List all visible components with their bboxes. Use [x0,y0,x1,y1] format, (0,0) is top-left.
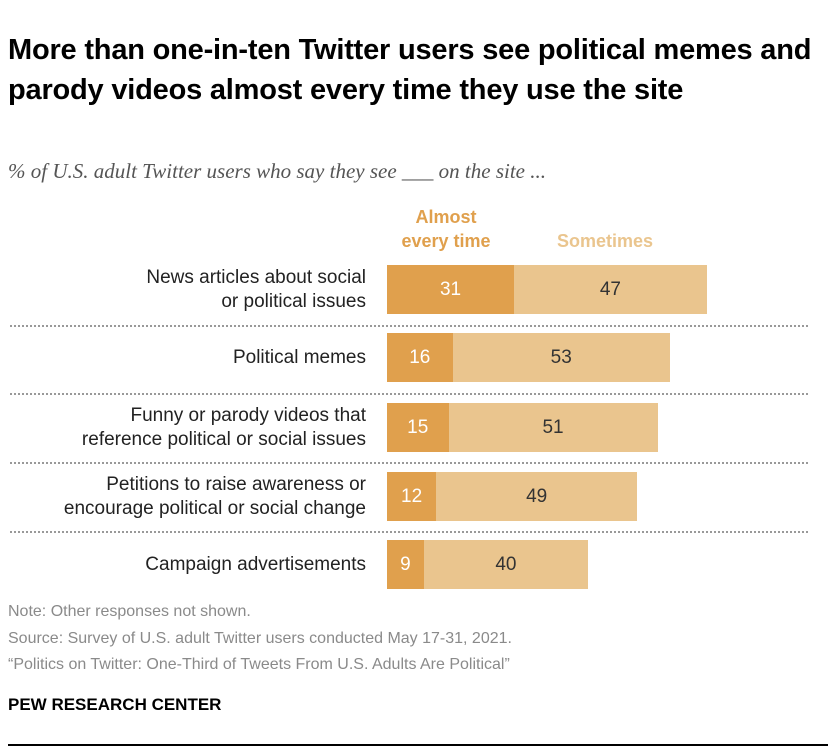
source: Source: Survey of U.S. adult Twitter use… [8,630,512,647]
legend-line: Sometimes [556,231,654,251]
category-label-line: Funny or parody videos that [130,405,366,426]
row-divider [10,531,808,533]
category-label-line: or political issues [221,291,366,312]
bar-almost-every-time: 16 [387,333,453,382]
legend-almost-every-time: Almost every time [387,205,505,253]
bar-sometimes: 49 [436,472,638,521]
category-label: News articles about social or political i… [146,266,366,314]
row-divider [10,462,808,464]
data-label: 15 [407,416,429,438]
bar-sometimes: 53 [452,333,670,382]
legend-line: Almost [415,207,477,227]
category-label-line: Campaign advertisements [145,554,366,575]
bottom-rule [8,744,828,746]
category-label-line: reference political or social issues [81,429,366,450]
bar-almost-every-time: 15 [387,403,449,452]
data-label: 16 [409,346,431,368]
bar-almost-every-time: 9 [387,540,424,589]
data-label: 9 [400,553,411,575]
bar-sometimes: 47 [514,265,707,314]
category-label-line: encourage political or social change [63,498,366,519]
data-label: 31 [439,278,462,300]
data-label: 51 [542,416,564,438]
category-label-line: Political memes [232,347,366,368]
note: Note: Other responses not shown. [8,603,251,620]
row-divider [10,325,808,327]
legend-sometimes: Sometimes [545,229,665,253]
bar-almost-every-time: 31 [387,265,515,314]
data-label: 47 [599,278,621,300]
data-label: 49 [526,485,548,507]
category-label: Funny or parody videos that reference pol… [82,404,366,452]
bar-sometimes: 40 [423,540,588,589]
chart-title: More than one-in-ten Twitter users see p… [8,34,812,106]
brand-logo-text: PEW RESEARCH CENTER [8,695,222,714]
category-label-line: Petitions to raise awareness or [106,474,366,495]
category-label: Petitions to raise awareness or encourage… [64,473,366,521]
legend-line: every time [401,231,491,251]
row-divider [10,393,808,395]
category-label-line: News articles about social [146,267,366,288]
data-label: 40 [495,553,517,575]
data-label: 12 [401,485,423,507]
chart-subtitle: % of U.S. adult Twitter users who say th… [8,159,546,183]
category-label: Political memes [233,346,366,370]
category-label: Campaign advertisements [145,553,366,577]
data-label: 53 [550,346,572,368]
bar-almost-every-time: 12 [387,472,437,521]
bar-sometimes: 51 [448,403,658,452]
report-title: “Politics on Twitter: One-Third of Tweet… [8,656,510,673]
